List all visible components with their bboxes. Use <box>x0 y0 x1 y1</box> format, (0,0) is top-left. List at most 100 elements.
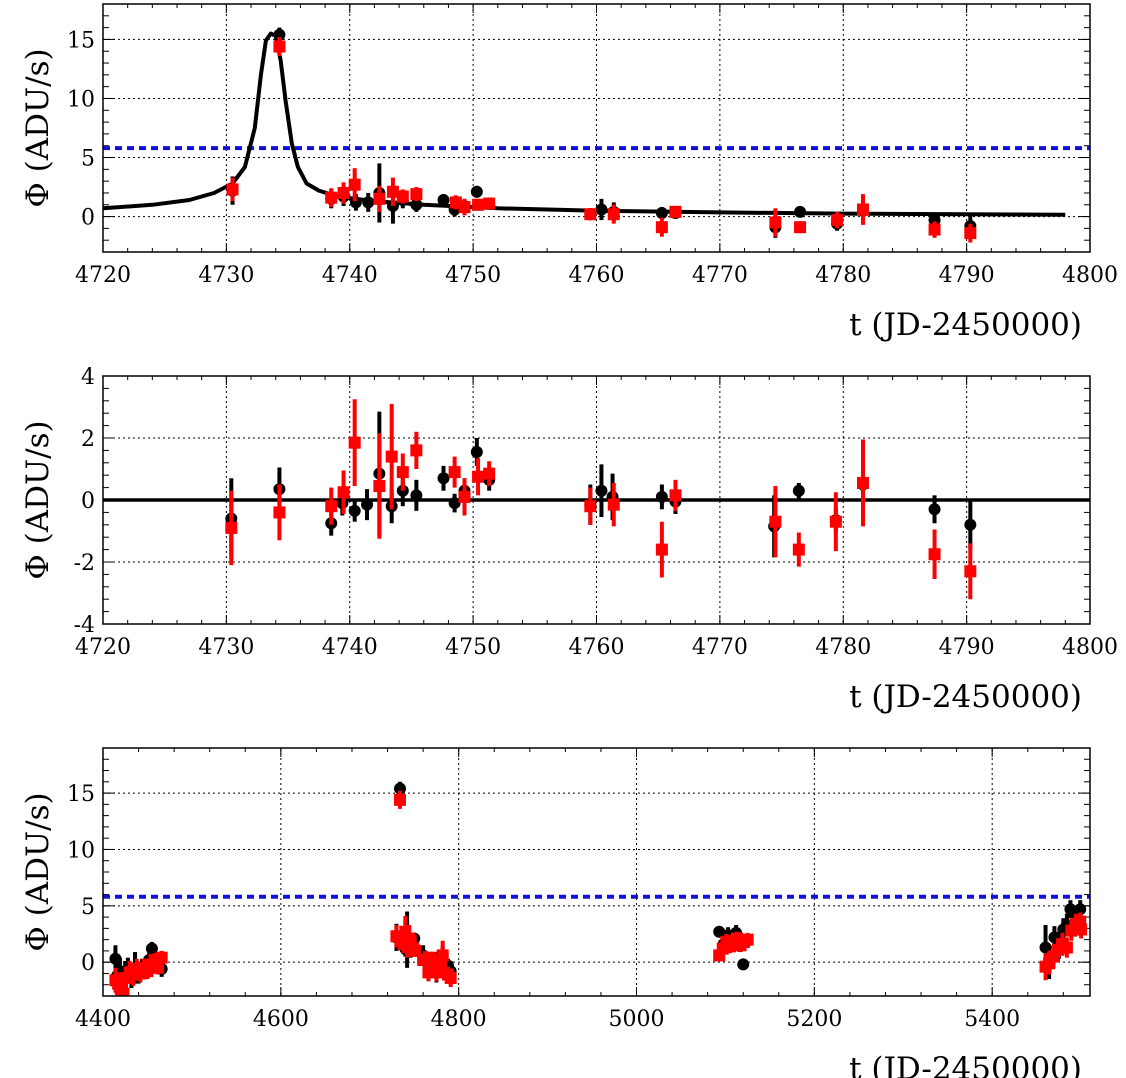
data-point <box>856 476 869 489</box>
data-point <box>410 489 423 502</box>
data-point <box>409 944 422 957</box>
x-tick-label: 4800 <box>1062 263 1118 288</box>
x-tick-label: 4780 <box>815 635 871 660</box>
chart-panel-1: 4720 4730 4740 4750 4760 4770 4780 4790 4800 0 5 10… <box>20 3 1118 343</box>
data-point <box>792 484 805 497</box>
data-point <box>396 190 409 203</box>
x-tick-label: 4770 <box>692 635 748 660</box>
series-2 <box>109 790 1088 996</box>
chart-panel-2: 4720 4730 4740 4750 4760 4770 4780 4790 4800 -4 -2… <box>20 365 1118 715</box>
y-tick-label: 5 <box>81 147 95 172</box>
data-layer <box>103 27 1090 243</box>
data-point <box>325 191 338 204</box>
x-tick-label: 4760 <box>569 263 625 288</box>
data-point <box>737 958 750 971</box>
data-point <box>741 933 754 946</box>
data-point <box>794 205 807 218</box>
x-tick-label: 4740 <box>322 263 378 288</box>
x-tick-label: 4800 <box>431 1007 487 1032</box>
data-point <box>155 951 168 964</box>
x-tick-label: 4770 <box>692 263 748 288</box>
y-tick-label: 10 <box>67 838 95 863</box>
series-1 <box>109 781 1087 991</box>
data-point <box>794 221 807 234</box>
data-point <box>393 782 406 795</box>
data-point <box>348 178 361 191</box>
x-tick-label: 4720 <box>75 263 131 288</box>
data-point <box>769 216 782 229</box>
data-point <box>483 467 496 480</box>
data-point <box>669 205 682 218</box>
data-point <box>444 971 457 984</box>
x-tick-label: 4740 <box>322 635 378 660</box>
data-point <box>145 942 158 955</box>
data-point <box>856 203 869 216</box>
data-point <box>337 186 350 199</box>
data-point <box>655 490 668 503</box>
data-point <box>829 515 842 528</box>
data-point <box>584 500 597 513</box>
data-point <box>595 203 608 216</box>
data-point <box>669 489 682 502</box>
y-tick-label: 0 <box>81 206 95 231</box>
y-tick-label: 10 <box>67 87 95 112</box>
data-point <box>410 188 423 201</box>
data-point <box>607 498 620 511</box>
data-point <box>928 214 941 227</box>
data-point <box>362 196 375 209</box>
data-point <box>410 444 423 457</box>
series-2 <box>225 399 977 600</box>
data-point <box>424 951 437 964</box>
y-tick-label: 0 <box>81 951 95 976</box>
x-tick-label: 4400 <box>75 1007 131 1032</box>
series-2 <box>226 37 977 243</box>
data-point <box>348 504 361 517</box>
data-point <box>273 28 286 41</box>
data-point <box>472 198 485 211</box>
x-tick-label: 4760 <box>569 635 625 660</box>
data-point <box>928 223 941 236</box>
data-point <box>458 490 471 503</box>
data-point <box>448 497 461 510</box>
data-point <box>373 192 386 205</box>
x-tick-label: 4790 <box>939 263 995 288</box>
data-layer <box>103 781 1090 996</box>
data-point <box>396 466 409 479</box>
data-point <box>117 987 130 996</box>
x-axis-title: t (JD-2450000) <box>849 1051 1082 1078</box>
y-tick-label: 15 <box>67 782 95 807</box>
data-point <box>448 466 461 479</box>
y-tick-label: -4 <box>74 613 95 638</box>
data-point <box>470 185 483 198</box>
x-tick-label: 4790 <box>939 635 995 660</box>
data-point <box>373 480 386 493</box>
x-tick-label: 5200 <box>786 1007 842 1032</box>
x-tick-label: 5400 <box>964 1007 1020 1032</box>
x-tick-label: 4780 <box>815 263 871 288</box>
data-point <box>348 436 361 449</box>
data-point <box>325 500 338 513</box>
data-point <box>792 543 805 556</box>
plot-frame <box>102 3 1091 253</box>
y-tick-label: -2 <box>74 551 95 576</box>
y-tick-label: 4 <box>81 365 95 390</box>
x-tick-label: 4600 <box>253 1007 309 1032</box>
data-point <box>361 498 374 511</box>
data-point <box>655 543 668 556</box>
data-point <box>483 197 496 210</box>
plot-frame <box>102 747 1091 997</box>
data-point <box>273 506 286 519</box>
data-point <box>595 484 608 497</box>
data-point <box>831 214 844 227</box>
x-axis-title: t (JD-2450000) <box>849 307 1082 343</box>
y-tick-label: 15 <box>67 28 95 53</box>
chart-panel-3: 4400 4600 4800 5000 5200 5400 0 5 10 15 t (JD-2450… <box>20 747 1091 1078</box>
y-axis-title: Φ (ADU/s) <box>20 48 56 207</box>
data-point <box>226 183 239 196</box>
data-point <box>964 518 977 531</box>
data-point <box>584 208 597 221</box>
data-point <box>655 207 668 220</box>
y-tick-label: 5 <box>81 895 95 920</box>
data-point <box>607 208 620 221</box>
data-point <box>769 515 782 528</box>
